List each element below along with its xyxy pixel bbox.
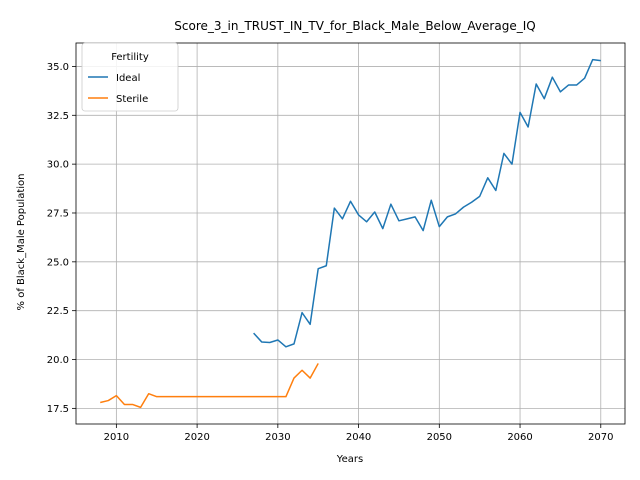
- legend: Fertility Ideal Sterile: [81, 42, 179, 112]
- legend-label-ideal: Ideal: [116, 73, 140, 84]
- grid: [76, 43, 625, 424]
- y-tick-label: 20.0: [47, 355, 69, 366]
- y-tick-label: 35.0: [47, 62, 69, 73]
- y-tick-label: 32.5: [47, 111, 69, 122]
- series-lines: [100, 58, 601, 409]
- legend-title: Fertility: [111, 52, 149, 63]
- x-tick-label: 2040: [346, 432, 371, 443]
- x-tick-label: 2050: [427, 432, 452, 443]
- x-tick-label: 2010: [104, 432, 129, 443]
- legend-label-sterile: Sterile: [116, 94, 148, 105]
- plot-frame: [75, 42, 626, 425]
- chart-title: Score_3_in_TRUST_IN_TV_for_Black_Male_Be…: [174, 19, 535, 33]
- y-tick-label: 25.0: [47, 257, 69, 268]
- y-tick-label: 22.5: [47, 306, 69, 317]
- x-tick-label: 2060: [507, 432, 532, 443]
- legend-box: [81, 42, 179, 112]
- y-tick-label: 30.0: [47, 160, 69, 171]
- y-axis-label: % of Black_Male Population: [16, 174, 27, 311]
- y-tick-label: 17.5: [47, 404, 69, 415]
- series-line-ideal: [253, 58, 601, 348]
- x-tick-label: 2030: [265, 432, 290, 443]
- axis-ticks: 2010 2020 2030 2040 2050 2060 2070 17.5 20.0 22.5…: [47, 62, 614, 443]
- x-axis-label: Years: [336, 454, 363, 465]
- x-tick-label: 2020: [184, 432, 209, 443]
- series-line-sterile: [100, 363, 319, 409]
- x-tick-label: 2070: [588, 432, 613, 443]
- y-tick-label: 27.5: [47, 208, 69, 219]
